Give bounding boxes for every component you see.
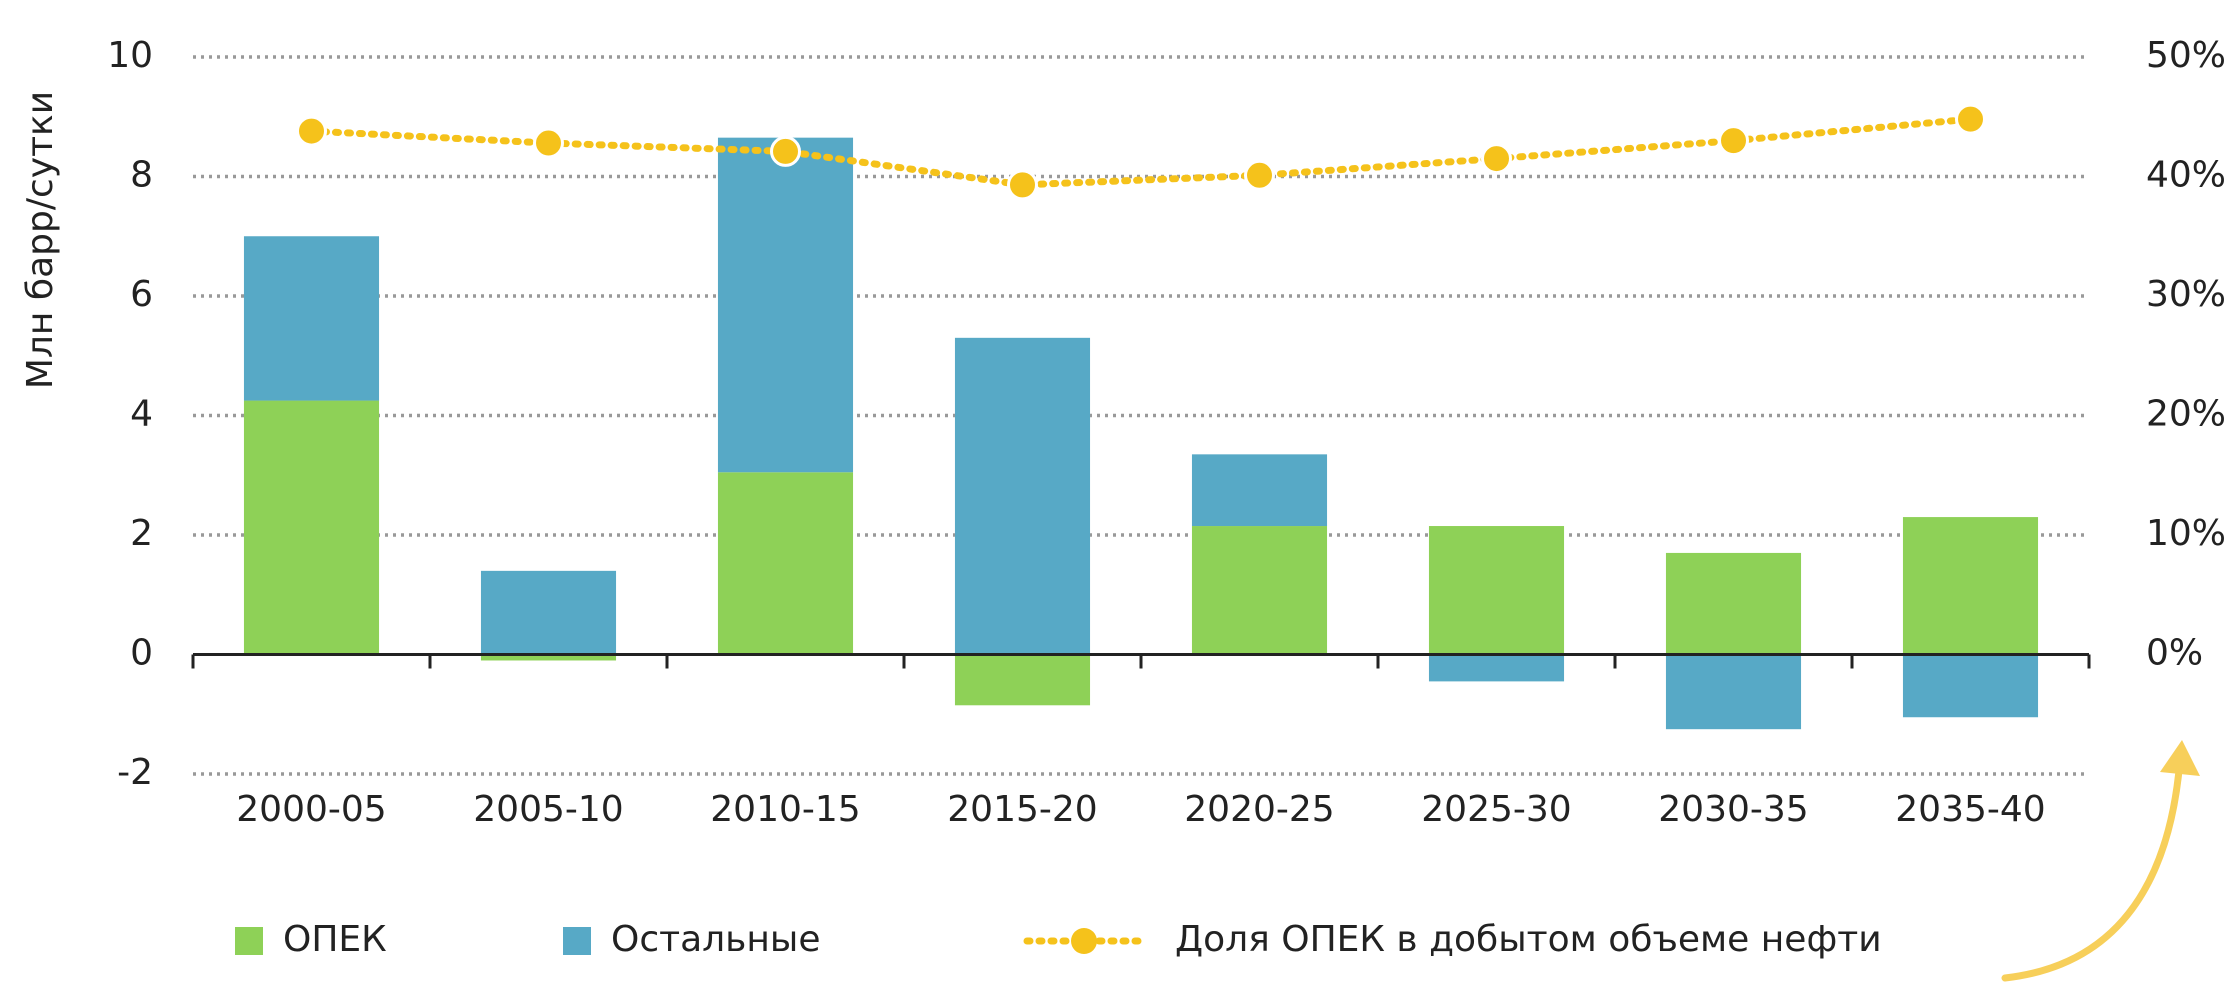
y2-tick-label: 40% <box>2146 155 2226 196</box>
x-tick-label: 2020-25 <box>1184 789 1334 830</box>
bar <box>480 570 617 655</box>
arrow-head <box>2160 740 2200 776</box>
bar <box>1428 654 1565 682</box>
x-tick-label: 2025-30 <box>1421 789 1571 830</box>
bar <box>954 337 1091 655</box>
bar <box>717 137 854 473</box>
line-marker <box>1007 169 1038 201</box>
y-tick-label: 6 <box>130 274 153 315</box>
line-marker <box>1481 143 1512 175</box>
y-tick-label: 4 <box>130 394 153 435</box>
x-tick-label: 2010-15 <box>710 789 860 830</box>
line <box>308 115 1974 189</box>
bar <box>1665 552 1802 655</box>
y2-tick-label: 0% <box>2146 633 2203 674</box>
y2-tick-label: 10% <box>2146 513 2226 554</box>
bar <box>480 654 617 661</box>
bar <box>1191 454 1328 527</box>
legend-label: Остальные <box>611 919 821 960</box>
legend-swatch <box>563 927 591 955</box>
x-tick-label: 2030-35 <box>1658 789 1808 830</box>
line-marker <box>296 115 327 147</box>
bar <box>243 400 380 655</box>
bar <box>1902 517 2039 655</box>
x-tick-label: 2035-40 <box>1895 789 2045 830</box>
line-marker <box>1244 159 1275 191</box>
bar <box>1902 654 2039 718</box>
x-tick-label: 2015-20 <box>947 789 1097 830</box>
bar <box>717 472 854 655</box>
bar <box>243 236 380 401</box>
bar <box>1191 526 1328 655</box>
y-tick-label: 10 <box>107 35 153 76</box>
bar <box>1428 526 1565 655</box>
y-tick-label: 0 <box>130 633 153 674</box>
legend-label: Доля ОПЕК в добытом объеме нефти <box>1175 919 1882 960</box>
line-marker <box>1955 103 1986 135</box>
x-tick-label: 2000-05 <box>236 789 386 830</box>
line-marker <box>1718 125 1749 157</box>
line-marker <box>533 127 564 159</box>
y-tick-label: 8 <box>130 155 153 196</box>
y-tick-label: -2 <box>117 752 153 793</box>
x-tick-label: 2005-10 <box>473 789 623 830</box>
bar <box>954 654 1091 706</box>
y-axis-label: Млн барр/сутки <box>20 91 61 389</box>
line-marker <box>770 135 801 167</box>
legend-label: ОПЕК <box>283 919 387 960</box>
y-tick-label: 2 <box>130 513 153 554</box>
y2-tick-label: 20% <box>2146 394 2226 435</box>
legend-marker <box>1071 928 1097 954</box>
arrow <box>2001 756 2184 982</box>
legend-swatch <box>235 927 263 955</box>
bar <box>1665 654 1802 730</box>
y2-tick-label: 50% <box>2146 35 2226 76</box>
y2-tick-label: 30% <box>2146 274 2226 315</box>
